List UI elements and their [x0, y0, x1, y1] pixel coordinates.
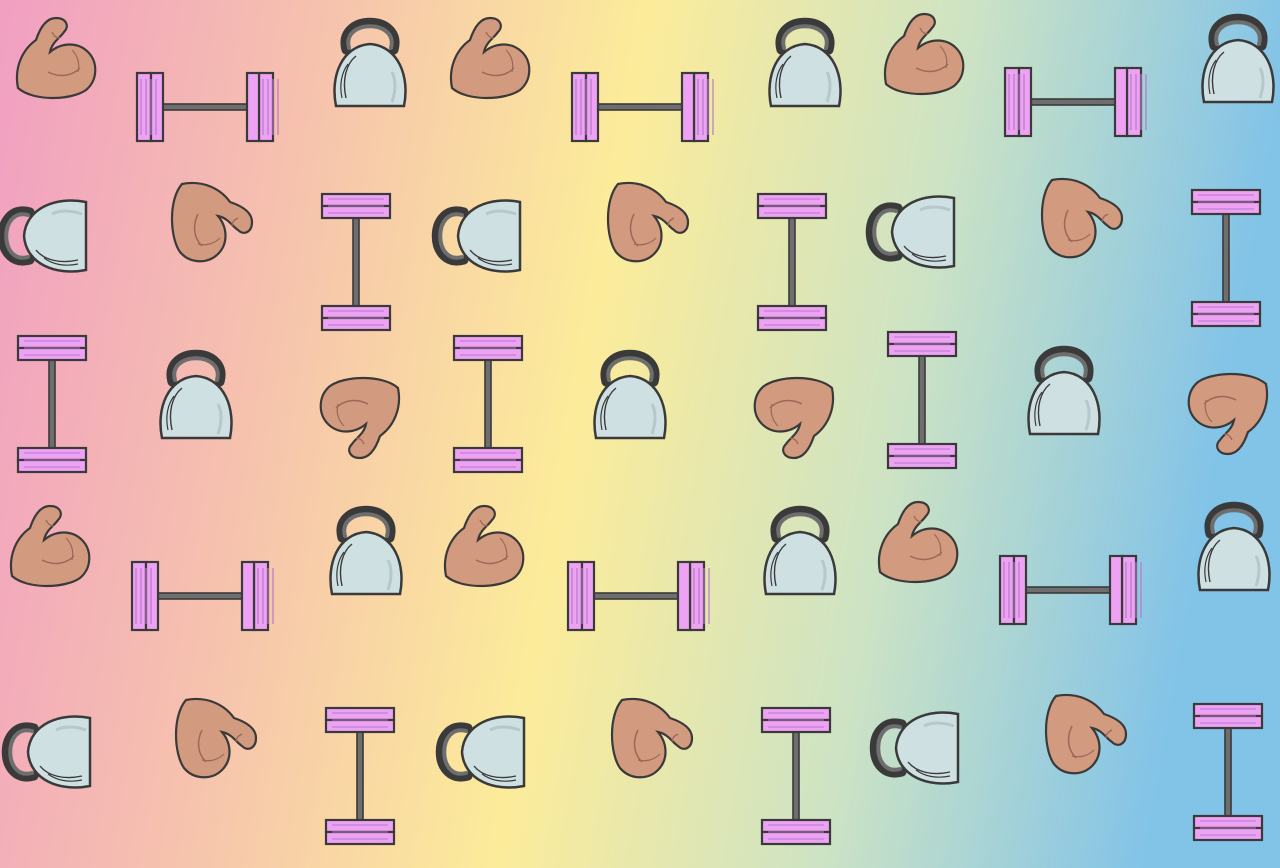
kettlebell-icon [1197, 501, 1271, 592]
kettlebell-icon [869, 711, 960, 785]
flexed-arm-icon [9, 504, 91, 587]
dumbbell-icon [760, 706, 832, 846]
flexed-arm-icon [15, 16, 97, 99]
kettlebell-icon [0, 199, 88, 273]
barbell-icon [1003, 66, 1147, 138]
kettlebell-icon [1027, 345, 1101, 436]
kettlebell-icon [763, 505, 837, 596]
dumbbell-icon [886, 330, 958, 470]
flexed-arm-icon [1187, 373, 1269, 456]
kettlebell-icon [329, 505, 403, 596]
flexed-arm-icon [611, 697, 694, 779]
kettlebell-icon [333, 17, 407, 108]
dumbbell-icon [16, 334, 88, 474]
barbell-icon [566, 560, 710, 632]
kettlebell-icon [159, 349, 233, 440]
flexed-arm-icon [607, 181, 690, 263]
kettlebell-icon [1201, 13, 1275, 104]
dumbbell-icon [324, 706, 396, 846]
dumbbell-icon [756, 192, 828, 332]
dumbbell-icon [1192, 702, 1264, 842]
flexed-arm-icon [175, 697, 258, 779]
barbell-icon [998, 554, 1142, 626]
dumbbell-icon [452, 334, 524, 474]
kettlebell-icon [431, 199, 522, 273]
barbell-icon [135, 71, 279, 143]
flexed-arm-icon [319, 377, 401, 460]
dumbbell-icon [1190, 188, 1262, 328]
kettlebell-icon [435, 715, 526, 789]
kettlebell-icon [593, 349, 667, 440]
kettlebell-icon [768, 17, 842, 108]
flexed-arm-icon [171, 181, 254, 263]
flexed-arm-icon [1045, 693, 1128, 775]
kettlebell-icon [1, 715, 92, 789]
flexed-arm-icon [753, 377, 835, 460]
flexed-arm-icon [877, 500, 959, 583]
flexed-arm-icon [443, 504, 525, 587]
icon-layer [0, 12, 1275, 846]
kettlebell-icon [865, 195, 956, 269]
flexed-arm-icon [883, 12, 965, 95]
flexed-arm-icon [1041, 177, 1124, 259]
barbell-icon [130, 560, 274, 632]
barbell-icon [570, 71, 714, 143]
dumbbell-icon [320, 192, 392, 332]
flexed-arm-icon [449, 16, 531, 99]
